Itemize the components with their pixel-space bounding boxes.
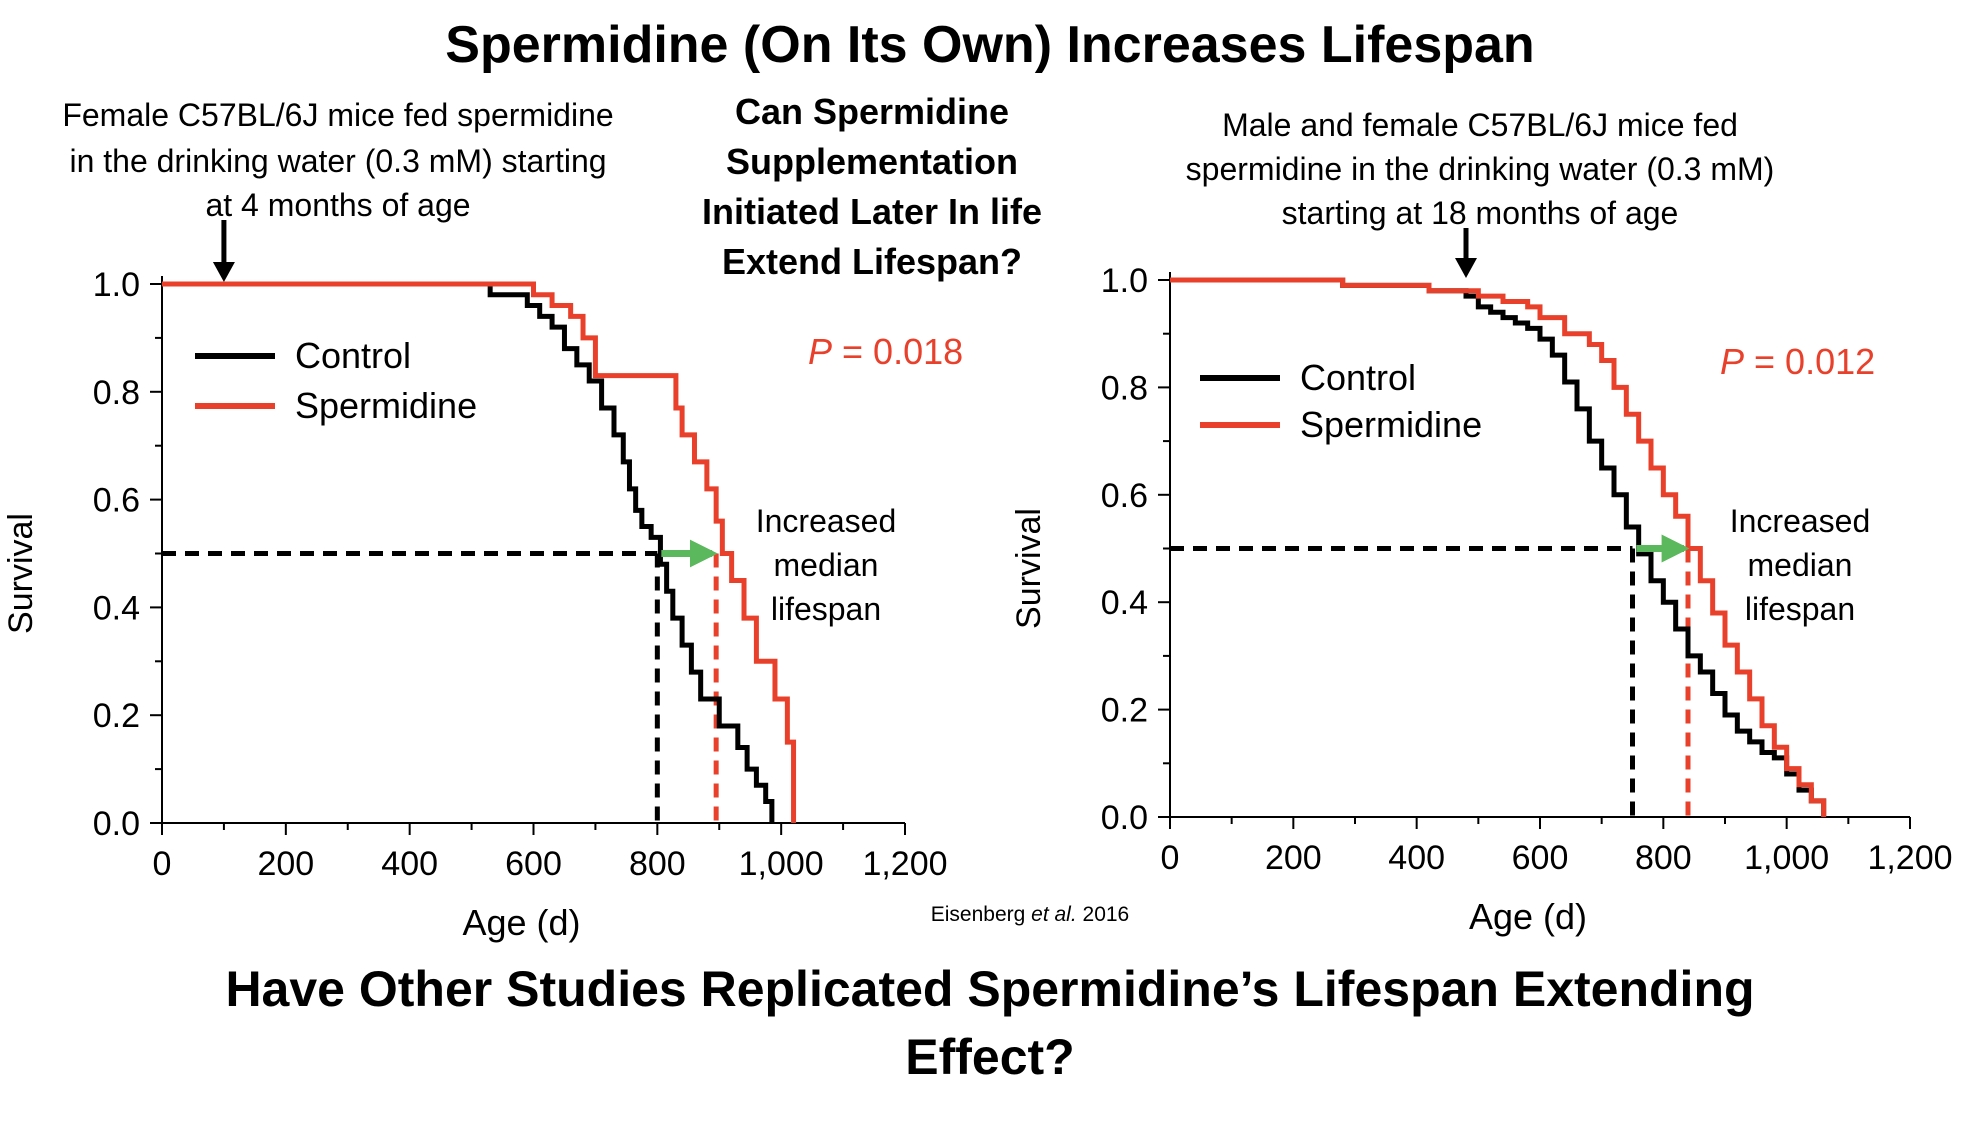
median-annotation-line: lifespan xyxy=(1745,591,1855,627)
x-tick-label: 1,200 xyxy=(1867,839,1952,877)
y-tick-label: 0.6 xyxy=(1101,477,1148,515)
bottom-question-line: Effect? xyxy=(905,1029,1074,1085)
chart-caption-line: at 4 months of age xyxy=(205,187,470,223)
center-question-line: Supplementation xyxy=(726,141,1018,182)
median-annotation-line: Increased xyxy=(756,503,897,539)
survival-chart-right: Male and female C57BL/6J mice fed spermid… xyxy=(1010,107,1953,937)
citation: Eisenberg et al. 2016 xyxy=(931,903,1130,926)
y-tick-label: 0.0 xyxy=(1101,799,1148,837)
x-tick-label: 1,200 xyxy=(862,845,947,883)
y-tick-label: 0.8 xyxy=(1101,369,1148,407)
x-tick-label: 800 xyxy=(629,845,686,883)
legend-label-spermidine: Spermidine xyxy=(1300,404,1482,445)
center-question-line: Extend Lifespan? xyxy=(722,241,1022,282)
y-tick-label: 0.2 xyxy=(1101,692,1148,730)
bottom-question-line: Have Other Studies Replicated Spermidine… xyxy=(225,961,1754,1017)
x-tick-label: 0 xyxy=(1161,839,1180,877)
chart-caption-line: Male and female C57BL/6J mice fed xyxy=(1222,107,1738,143)
chart-caption-line: Female C57BL/6J mice fed spermidine xyxy=(62,97,613,133)
x-tick-label: 400 xyxy=(381,845,438,883)
citation-author: Eisenberg xyxy=(931,903,1031,926)
y-tick-label: 1.0 xyxy=(93,266,140,304)
median-annotation-line: median xyxy=(1748,547,1853,583)
median-annotation-line: median xyxy=(774,547,879,583)
p-value-label: P xyxy=(1720,341,1744,382)
p-value-number: = 0.018 xyxy=(832,331,963,372)
p-value: P = 0.012 xyxy=(1720,341,1875,382)
y-axis-label: Survival xyxy=(2,513,40,634)
start-arrow-head xyxy=(1455,258,1477,278)
y-tick-label: 0.2 xyxy=(93,697,140,735)
x-tick-label: 600 xyxy=(505,845,562,883)
median-annotation-line: lifespan xyxy=(771,591,881,627)
x-axis-label: Age (d) xyxy=(462,902,580,943)
slide-title: Spermidine (On Its Own) Increases Lifesp… xyxy=(445,16,1534,74)
x-tick-label: 1,000 xyxy=(739,845,824,883)
x-tick-label: 600 xyxy=(1512,839,1569,877)
p-value-number: = 0.012 xyxy=(1744,341,1875,382)
legend-label-control: Control xyxy=(295,335,411,376)
x-tick-label: 400 xyxy=(1388,839,1445,877)
y-tick-label: 1.0 xyxy=(1101,262,1148,300)
x-tick-label: 200 xyxy=(257,845,314,883)
y-tick-label: 0.4 xyxy=(93,589,140,627)
y-tick-label: 0.6 xyxy=(93,482,140,520)
survival-curve-control xyxy=(162,281,775,823)
y-tick-label: 0.0 xyxy=(93,805,140,843)
y-tick-label: 0.4 xyxy=(1101,584,1148,622)
citation-year: 2016 xyxy=(1077,903,1130,926)
center-question: Can Spermidine Supplementation Initiated… xyxy=(702,91,1042,282)
legend-label-spermidine: Spermidine xyxy=(295,385,477,426)
chart-caption-line: starting at 18 months of age xyxy=(1282,195,1679,231)
p-value: P = 0.018 xyxy=(808,331,963,372)
chart-caption-line: in the drinking water (0.3 mM) starting xyxy=(69,143,606,179)
center-question-line: Initiated Later In life xyxy=(702,191,1042,232)
chart-caption-line: spermidine in the drinking water (0.3 mM… xyxy=(1186,151,1775,187)
survival-curve-control xyxy=(1170,277,1827,817)
start-arrow-head xyxy=(212,262,235,282)
bottom-question: Have Other Studies Replicated Spermidine… xyxy=(225,961,1754,1085)
y-axis-label: Survival xyxy=(1010,508,1048,629)
x-tick-label: 0 xyxy=(153,845,172,883)
center-question-line: Can Spermidine xyxy=(735,91,1009,132)
x-axis-label: Age (d) xyxy=(1469,896,1587,937)
median-annotation-line: Increased xyxy=(1730,503,1871,539)
legend-label-control: Control xyxy=(1300,357,1416,398)
p-value-label: P xyxy=(808,331,832,372)
survival-curve-spermidine xyxy=(162,281,797,823)
survival-curve-spermidine xyxy=(1170,277,1827,817)
x-tick-label: 1,000 xyxy=(1744,839,1829,877)
survival-chart-left: Female C57BL/6J mice fed spermidine in th… xyxy=(2,97,963,943)
x-tick-label: 200 xyxy=(1265,839,1322,877)
citation-etal: et al. xyxy=(1031,903,1077,926)
x-tick-label: 800 xyxy=(1635,839,1692,877)
y-tick-label: 0.8 xyxy=(93,374,140,412)
